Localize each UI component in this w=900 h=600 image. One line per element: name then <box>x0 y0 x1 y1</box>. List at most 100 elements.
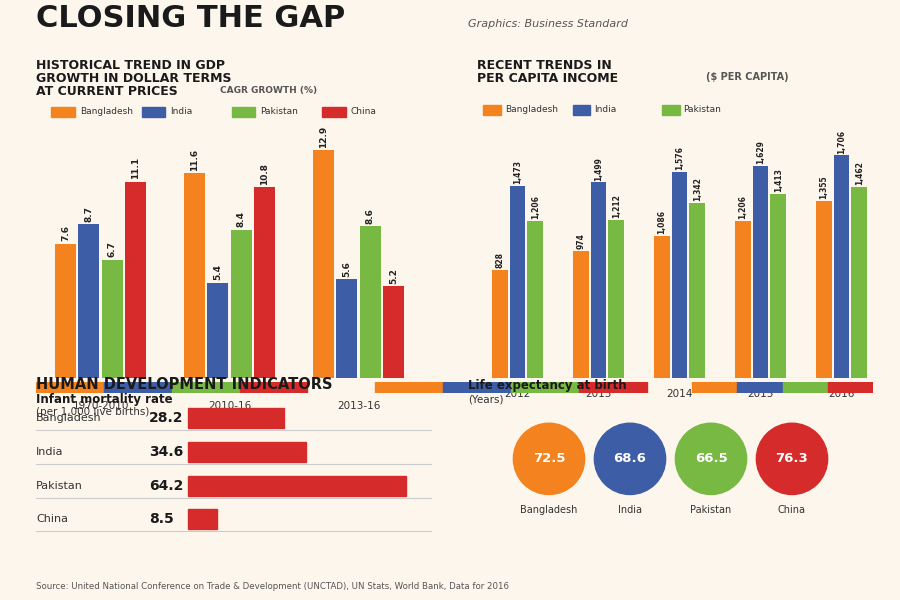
Bar <box>337 279 357 378</box>
Bar <box>194 382 217 393</box>
Text: 8.4: 8.4 <box>237 211 246 227</box>
Text: 1,462: 1,462 <box>855 161 864 185</box>
Text: India: India <box>595 106 616 115</box>
Bar <box>188 476 407 496</box>
Text: Pakistan: Pakistan <box>36 481 83 491</box>
Bar <box>715 382 737 393</box>
Text: 12.9: 12.9 <box>320 125 328 148</box>
Bar <box>81 382 104 393</box>
Bar <box>625 382 647 393</box>
Bar <box>125 182 146 378</box>
Bar <box>36 382 58 393</box>
Text: 7.6: 7.6 <box>61 225 70 241</box>
Bar <box>217 382 239 393</box>
Bar <box>608 220 625 378</box>
Text: 1,499: 1,499 <box>594 157 603 181</box>
Bar <box>527 221 544 378</box>
Text: 6.7: 6.7 <box>108 241 117 257</box>
Bar <box>188 409 284 428</box>
Text: Bangladesh: Bangladesh <box>520 505 578 515</box>
Text: 1,212: 1,212 <box>612 194 621 218</box>
Bar <box>313 151 334 378</box>
Text: 1,413: 1,413 <box>774 168 783 192</box>
Bar <box>689 203 706 378</box>
Text: Bangladesh: Bangladesh <box>36 413 102 423</box>
Bar <box>360 226 381 378</box>
Bar <box>534 382 556 393</box>
Text: Graphics: Business Standard: Graphics: Business Standard <box>468 19 628 29</box>
Bar <box>653 236 670 378</box>
Bar <box>58 382 81 393</box>
Bar <box>828 382 850 393</box>
Bar <box>322 107 346 117</box>
Bar <box>232 107 256 117</box>
Text: 2014: 2014 <box>666 389 693 399</box>
Text: 2013: 2013 <box>585 389 612 399</box>
Bar <box>737 382 760 393</box>
Bar <box>443 382 466 393</box>
Bar <box>815 201 832 378</box>
Text: India: India <box>170 107 193 116</box>
Text: 2016: 2016 <box>828 389 855 399</box>
Text: 2012: 2012 <box>504 389 531 399</box>
Bar <box>850 382 873 393</box>
Text: Source: United National Conference on Trade & Development (UNCTAD), UN Stats, Wo: Source: United National Conference on Tr… <box>36 582 509 591</box>
Text: 8.5: 8.5 <box>148 512 174 526</box>
Bar <box>254 187 274 378</box>
Bar <box>78 224 99 378</box>
Bar <box>770 194 787 378</box>
Text: 1,473: 1,473 <box>513 160 522 184</box>
Bar <box>142 107 165 117</box>
Bar <box>207 283 229 378</box>
Bar <box>239 382 262 393</box>
Text: AT CURRENT PRICES: AT CURRENT PRICES <box>36 85 178 98</box>
Text: 1,086: 1,086 <box>657 211 666 235</box>
Text: 2010-16: 2010-16 <box>208 401 251 411</box>
Text: Bangladesh: Bangladesh <box>80 107 133 116</box>
Text: 8.7: 8.7 <box>85 206 94 222</box>
Text: 1970-2010: 1970-2010 <box>72 401 129 411</box>
Text: 34.6: 34.6 <box>148 445 183 459</box>
Bar <box>760 382 782 393</box>
Text: 11.6: 11.6 <box>190 149 199 170</box>
Bar <box>382 286 404 378</box>
Text: ($ PER CAPITA): ($ PER CAPITA) <box>706 72 789 82</box>
Bar <box>671 172 688 378</box>
Bar <box>579 382 601 393</box>
Text: Pakistan: Pakistan <box>260 107 298 116</box>
Bar <box>662 106 680 115</box>
Text: 2013-16: 2013-16 <box>337 401 380 411</box>
Bar <box>188 509 217 529</box>
Bar <box>184 173 205 378</box>
Text: (Years): (Years) <box>468 394 503 404</box>
Bar <box>398 382 420 393</box>
Bar <box>483 106 501 115</box>
Circle shape <box>513 423 585 494</box>
Text: 5.4: 5.4 <box>213 264 222 280</box>
Text: (per 1,000 live births): (per 1,000 live births) <box>36 407 149 417</box>
Text: PER CAPITA INCOME: PER CAPITA INCOME <box>477 72 618 85</box>
Bar <box>420 382 443 393</box>
Circle shape <box>594 423 666 494</box>
Text: Pakistan: Pakistan <box>684 106 722 115</box>
Bar <box>752 166 769 378</box>
Bar <box>511 382 534 393</box>
Bar <box>556 382 579 393</box>
Text: 10.8: 10.8 <box>260 163 269 185</box>
Bar <box>590 182 607 378</box>
Text: 1,206: 1,206 <box>531 195 540 219</box>
Text: Infant mortality rate: Infant mortality rate <box>36 393 173 406</box>
Bar <box>692 382 715 393</box>
Text: 8.6: 8.6 <box>365 208 374 224</box>
Bar <box>491 270 508 378</box>
Text: 1,706: 1,706 <box>837 130 846 154</box>
Bar <box>375 382 398 393</box>
Text: CAGR GROWTH (%): CAGR GROWTH (%) <box>220 86 318 95</box>
Bar <box>572 251 589 378</box>
Text: 11.1: 11.1 <box>130 157 140 179</box>
Bar <box>833 155 850 378</box>
Bar <box>806 382 828 393</box>
Text: HUMAN DEVELOPMENT INDICATORS: HUMAN DEVELOPMENT INDICATORS <box>36 377 332 392</box>
Bar <box>466 382 489 393</box>
Text: 76.3: 76.3 <box>776 452 808 466</box>
